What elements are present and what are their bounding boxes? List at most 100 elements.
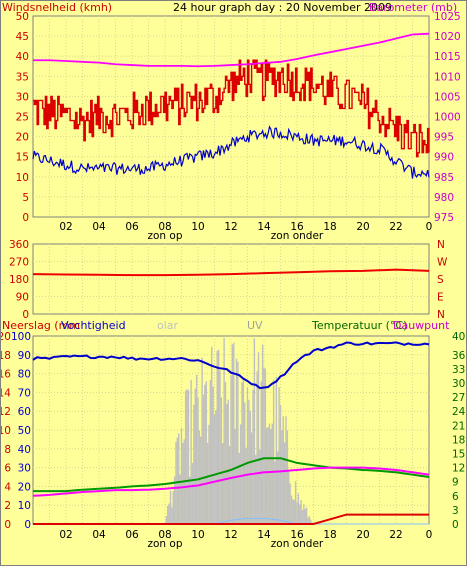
barometer-y-tick: 1025	[434, 11, 461, 23]
barometer-y-tick: 1015	[434, 51, 461, 63]
humidity-y-tick: 50	[18, 425, 31, 437]
humidity-y-tick: 10	[18, 500, 31, 512]
wind-x-tick-label: 08	[158, 221, 171, 233]
barometer-y-tick: 1005	[434, 91, 461, 103]
temperature-y-tick: 6	[452, 491, 459, 503]
wind-x-tick-label: 02	[59, 221, 72, 233]
barometer-series	[33, 32, 430, 68]
rain-x-tick-label: 12	[224, 529, 237, 541]
wind-x-tick-label: 20	[356, 221, 369, 233]
temperature-y-tick: 27	[452, 392, 465, 404]
wind-gust-series	[33, 59, 430, 158]
temperature-y-tick: 36	[452, 350, 466, 362]
rain-y-tick: 18	[1, 350, 11, 362]
uv-label: UV	[247, 319, 263, 332]
temperature-y-tick: 33	[452, 364, 465, 376]
sunrise-label: zon op	[147, 538, 182, 550]
direction-y-tick: 270	[9, 257, 29, 269]
direction-y-tick: 360	[9, 239, 29, 251]
temperature-y-tick: 18	[452, 434, 465, 446]
humidity-y-tick: 20	[18, 481, 31, 493]
compass-tick: E	[437, 292, 444, 304]
wind-y-tick: 25	[16, 112, 29, 124]
humidity-y-tick: 90	[18, 350, 31, 362]
rain-y-tick: 6	[4, 463, 11, 475]
temperature-y-tick: 0	[452, 519, 459, 531]
wind-x-tick-label: 10	[191, 221, 204, 233]
wind-average-series	[32, 125, 430, 179]
barometer-y-tick: 975	[434, 212, 454, 224]
barometer-y-tick: 985	[434, 172, 454, 184]
wind-y-tick: 40	[16, 51, 29, 63]
temperature-y-tick: 40	[452, 331, 465, 343]
rain-x-tick-label: 04	[92, 529, 106, 541]
rain-x-tick-label: 18	[323, 529, 336, 541]
rain-y-tick: 4	[4, 481, 11, 493]
rain-x-tick-label: 22	[389, 529, 402, 541]
wind-speed-label: Windsnelheid (kmh)	[2, 1, 113, 14]
humidity-y-tick: 60	[18, 406, 31, 418]
solar-label: olar	[157, 319, 179, 332]
rain-x-tick-label: 20	[356, 529, 369, 541]
sunrise-label: zon op	[147, 230, 182, 242]
barometer-y-tick: 980	[434, 192, 454, 204]
temperature-label: Temperatuur (°C)	[312, 319, 408, 332]
rain-y-tick: 12	[1, 406, 11, 418]
wind-y-tick: 50	[16, 11, 29, 23]
rain-x-tick-label: 08	[158, 529, 171, 541]
wind-x-tick-label: 04	[92, 221, 106, 233]
humidity-y-tick: 30	[18, 463, 31, 475]
rain-y-tick: 8	[4, 444, 11, 456]
chart-title: 24 hour graph day : 20 November 2009	[173, 1, 393, 14]
barometer-y-tick: 990	[434, 152, 454, 164]
wind-x-tick-label: 16	[290, 221, 304, 233]
rain-y-tick: 0	[4, 519, 11, 531]
wind-x-tick-label: 06	[125, 221, 139, 233]
rain-x-tick-label: 02	[59, 529, 72, 541]
rain-x-tick-label: 10	[191, 529, 204, 541]
direction-y-tick: 90	[16, 292, 29, 304]
humidity-label: Vochtigheid	[61, 319, 126, 332]
wind-x-tick-label: 0	[426, 221, 433, 233]
wind-y-tick: 10	[16, 172, 29, 184]
wind-x-tick-label: 14	[257, 221, 271, 233]
compass-tick: S	[437, 274, 444, 286]
compass-tick: W	[437, 257, 448, 269]
rain-x-tick-label: 06	[125, 529, 139, 541]
wind-x-tick-label: 18	[323, 221, 336, 233]
humidity-y-tick: 0	[24, 519, 31, 531]
rain-x-tick-label: 16	[290, 529, 304, 541]
dewpoint-series	[32, 466, 430, 497]
direction-y-tick: 180	[9, 274, 29, 286]
humidity-y-tick: 80	[18, 369, 31, 381]
rain-x-tick-label: 0	[426, 529, 433, 541]
rain-y-tick: 20	[1, 331, 11, 343]
direction-y-tick: 0	[22, 309, 29, 321]
temperature-y-tick: 9	[452, 477, 459, 489]
wind-y-tick: 0	[22, 212, 29, 224]
humidity-y-tick: 70	[18, 387, 31, 399]
humidity-y-tick: 100	[11, 331, 31, 343]
sunset-label: zon onder	[271, 230, 324, 242]
rain-y-tick: 10	[1, 425, 11, 437]
wind-y-tick: 35	[16, 71, 29, 83]
humidity-y-tick: 40	[18, 444, 31, 456]
compass-tick: N	[437, 309, 445, 321]
wind-x-tick-label: 12	[224, 221, 237, 233]
wind-y-tick: 15	[16, 152, 29, 164]
rain-series	[33, 513, 429, 525]
rain-label: Neerslag (mm	[2, 319, 81, 332]
sunset-label: zon onder	[271, 538, 324, 550]
dewpoint-label: Dauwpunt	[393, 319, 450, 332]
wind-direction-series	[32, 268, 430, 277]
humidity-series	[32, 341, 430, 390]
rain-x-tick-label: 14	[257, 529, 271, 541]
wind-x-tick-label: 22	[389, 221, 402, 233]
rain-y-tick: 14	[1, 387, 11, 399]
rain-y-tick: 2	[4, 500, 11, 512]
temperature-y-tick: 3	[452, 505, 459, 517]
wind-y-tick: 45	[16, 31, 29, 43]
wind-y-tick: 30	[16, 91, 29, 103]
